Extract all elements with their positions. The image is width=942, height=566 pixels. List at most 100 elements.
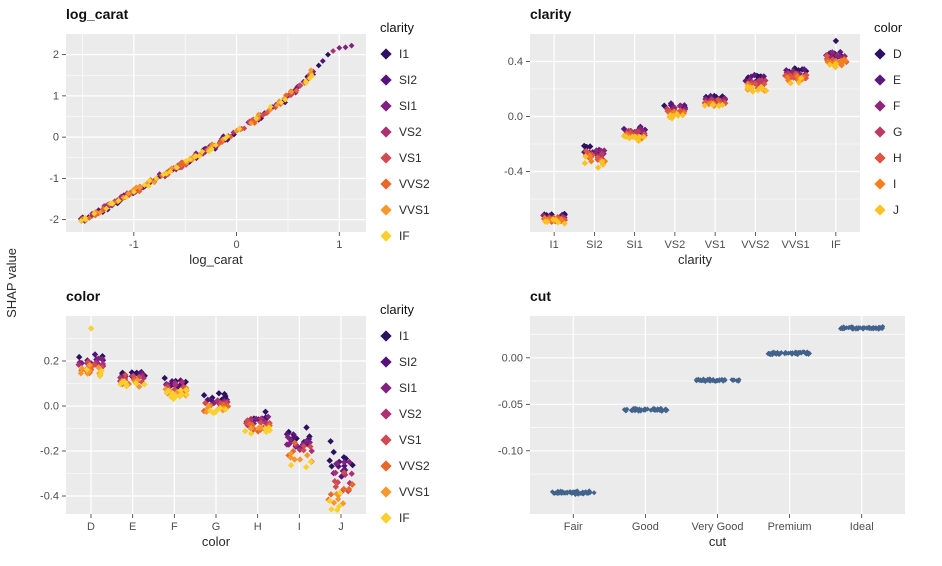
legend-item: VS2 bbox=[380, 401, 430, 427]
legend-label: SI1 bbox=[399, 99, 418, 113]
y-tick-label: -0.10 bbox=[498, 445, 523, 457]
legend-item: IF bbox=[380, 505, 430, 531]
legend-label: VS1 bbox=[399, 151, 422, 165]
legend-title: clarity bbox=[380, 302, 414, 317]
x-tick-label: 0 bbox=[233, 239, 239, 251]
x-tick-label: VS1 bbox=[705, 239, 726, 251]
cut-plot-area: -0.10 -0.05 0.00 Fair Good Very Good Premium Id… bbox=[498, 316, 905, 533]
x-axis-label: log_carat bbox=[189, 252, 243, 267]
legend-key-diamond-icon bbox=[874, 74, 886, 86]
legend-item: IF bbox=[380, 223, 430, 249]
x-tick-label: E bbox=[129, 521, 136, 533]
color-plot-area: -0.4 -0.2 0.0 0.2 D E F G H I J bbox=[40, 316, 366, 533]
legend-key-diamond-icon bbox=[380, 460, 392, 472]
points-layer bbox=[81, 48, 337, 224]
legend-label: SI2 bbox=[399, 355, 418, 369]
legend-item: VS1 bbox=[380, 427, 430, 453]
x-tick-label: SI1 bbox=[626, 239, 643, 251]
legend-key-diamond-icon bbox=[874, 204, 886, 216]
x-tick-label: Ideal bbox=[850, 521, 874, 533]
y-tick-label: -2 bbox=[49, 214, 59, 226]
legend-label: J bbox=[893, 203, 899, 217]
legend-key-diamond-icon bbox=[380, 512, 392, 524]
panel-title: log_carat bbox=[66, 6, 129, 22]
y-axis-label-text: SHAP value bbox=[4, 248, 19, 318]
legend-key-diamond-icon bbox=[380, 48, 392, 60]
legend-label: I bbox=[893, 177, 897, 191]
legend-label: F bbox=[893, 99, 901, 113]
legend-item: I1 bbox=[380, 41, 430, 67]
legend-key-diamond-icon bbox=[380, 204, 392, 216]
legend-item: VVS2 bbox=[380, 171, 430, 197]
panel-title: cut bbox=[530, 288, 551, 304]
legend-item: VS2 bbox=[380, 119, 430, 145]
y-tick-label: 0.0 bbox=[44, 401, 59, 413]
x-axis-label: cut bbox=[708, 534, 727, 549]
legend-key-diamond-icon bbox=[874, 100, 886, 112]
legend-label: H bbox=[893, 151, 902, 165]
panel-log-carat: log_carat -2 -1 0 1 2 -1 0 1 log_carat clarity I… bbox=[30, 4, 462, 284]
legend-item: SI1 bbox=[380, 93, 430, 119]
legend-key-diamond-icon bbox=[380, 356, 392, 368]
x-tick-label: F bbox=[171, 521, 178, 533]
y-tick-label: -0.05 bbox=[498, 399, 523, 411]
legend-key-diamond-icon bbox=[380, 74, 392, 86]
legend-item: SI2 bbox=[380, 349, 430, 375]
legend-key-diamond-icon bbox=[874, 152, 886, 164]
legend-clarity: clarity I1 SI2 SI1 VS2 VS1 VVS2 VVS1 IF bbox=[380, 302, 430, 531]
y-tick-label: 0.4 bbox=[508, 56, 523, 68]
x-axis-label: clarity bbox=[678, 252, 712, 267]
x-tick-label: Good bbox=[632, 521, 659, 533]
y-tick-label: 1 bbox=[53, 90, 59, 102]
y-tick-label: -0.2 bbox=[40, 446, 59, 458]
legend-item: I1 bbox=[380, 323, 430, 349]
legend-clarity: clarity I1 SI2 SI1 VS2 VS1 VVS2 VVS1 IF bbox=[380, 20, 430, 249]
x-axis-label: color bbox=[201, 534, 231, 549]
legend-item: SI2 bbox=[380, 67, 430, 93]
x-tick-label: VVS1 bbox=[782, 239, 810, 251]
legend-key-diamond-icon bbox=[380, 100, 392, 112]
y-tick-label: 0.0 bbox=[508, 111, 523, 123]
shared-y-axis-label: SHAP value bbox=[4, 0, 19, 566]
legend-label: I1 bbox=[399, 329, 410, 343]
log-carat-plot-area: -2 -1 0 1 2 -1 0 1 bbox=[49, 34, 366, 251]
legend-key-diamond-icon bbox=[380, 434, 392, 446]
y-tick-label: -0.4 bbox=[40, 491, 59, 503]
x-tick-label: H bbox=[254, 521, 262, 533]
legend-label: VVS2 bbox=[399, 459, 430, 473]
legend-label: IF bbox=[399, 229, 410, 243]
legend-label: VS1 bbox=[399, 433, 422, 447]
panel-color: color -0.4 -0.2 0.0 0.2 D E F G H I J color clarit… bbox=[30, 286, 462, 566]
y-tick-label: 0 bbox=[53, 132, 59, 144]
x-tick-label: -1 bbox=[129, 239, 139, 251]
legend-item: J bbox=[874, 197, 902, 223]
legend-item: H bbox=[874, 145, 902, 171]
legend-label: VS2 bbox=[399, 125, 422, 139]
legend-title: clarity bbox=[380, 20, 414, 35]
legend-label: SI1 bbox=[399, 381, 418, 395]
legend-label: E bbox=[893, 73, 902, 87]
legend-item: F bbox=[874, 93, 902, 119]
legend-key-diamond-icon bbox=[380, 230, 392, 242]
x-tick-label: D bbox=[87, 521, 95, 533]
y-tick-label: 0.00 bbox=[502, 352, 523, 364]
panel-background bbox=[530, 34, 860, 232]
panel-title: clarity bbox=[530, 6, 572, 22]
y-tick-label: 0.2 bbox=[44, 356, 59, 368]
legend-label: IF bbox=[399, 511, 410, 525]
legend-key-diamond-icon bbox=[874, 48, 886, 60]
legend-label: VVS2 bbox=[399, 177, 430, 191]
panel-cut: cut -0.10 -0.05 0.00 Fair Good Very Good Premi… bbox=[492, 286, 940, 566]
legend-key-diamond-icon bbox=[380, 152, 392, 164]
x-tick-label: 1 bbox=[336, 239, 342, 251]
legend-color: color D E F G H I J bbox=[874, 20, 902, 223]
legend-key-diamond-icon bbox=[380, 486, 392, 498]
legend-item: D bbox=[874, 41, 902, 67]
y-tick-label: -1 bbox=[49, 173, 59, 185]
legend-key-diamond-icon bbox=[380, 382, 392, 394]
x-tick-label: Fair bbox=[564, 521, 583, 533]
legend-key-diamond-icon bbox=[380, 408, 392, 420]
legend-label: VVS1 bbox=[399, 203, 430, 217]
legend-label: VVS1 bbox=[399, 485, 430, 499]
